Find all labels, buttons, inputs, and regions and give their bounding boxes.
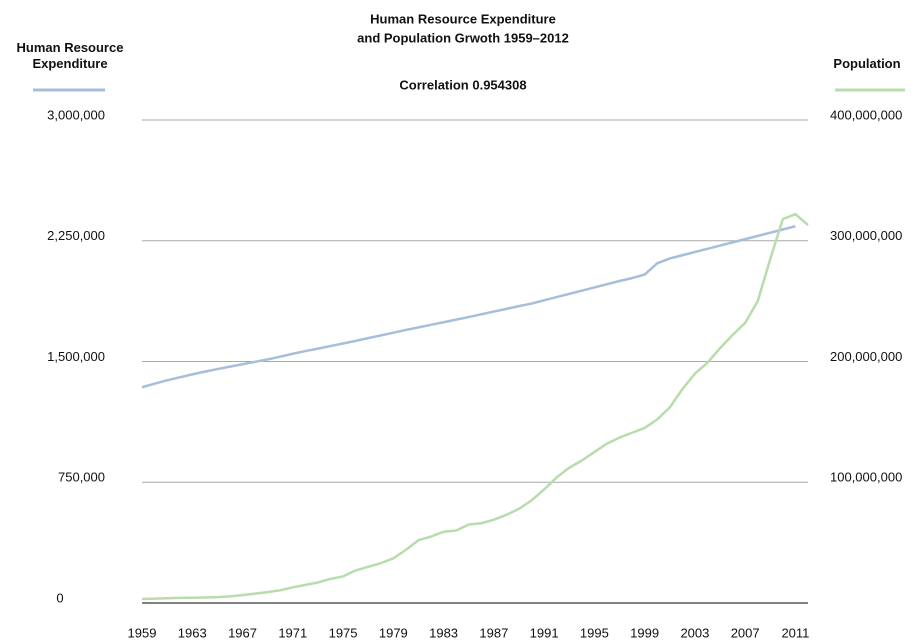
y-tick-label: 1,500,000: [47, 349, 105, 364]
y2-tick-label: 200,000,000: [830, 349, 902, 364]
y2-tick-label: 300,000,000: [830, 228, 902, 243]
x-tick-label: 1967: [228, 625, 257, 640]
series-line: [141, 225, 796, 389]
x-tick-label: 1991: [530, 625, 559, 640]
y-tick-label: 2,250,000: [47, 228, 105, 243]
series-line: [141, 212, 809, 601]
x-tick-label: 2011: [781, 625, 809, 640]
chart-title: and Population Grwoth 1959–2012: [357, 30, 569, 45]
y-tick-label: 750,000: [58, 470, 105, 485]
y-tick-label: 0: [56, 590, 63, 605]
x-tick-label: 1999: [630, 625, 659, 640]
chart-subtitle: Correlation 0.954308: [399, 77, 526, 92]
x-tick-label: 1971: [278, 625, 307, 640]
x-tick-label: 2003: [680, 625, 709, 640]
chart-title: Human Resource Expenditure: [370, 11, 556, 26]
x-tick-label: 1983: [429, 625, 458, 640]
x-tick-label: 1963: [178, 625, 207, 640]
y-tick-label: 3,000,000: [47, 107, 105, 122]
x-tick-label: 1995: [580, 625, 609, 640]
legend-label: Population: [833, 56, 901, 71]
x-tick-label: 1987: [479, 625, 508, 640]
x-tick-label: 1975: [329, 625, 358, 640]
y2-tick-label: 400,000,000: [830, 107, 902, 122]
x-tick-label: 1959: [128, 625, 157, 640]
y2-tick-label: 100,000,000: [830, 470, 902, 485]
x-tick-label: 2007: [731, 625, 760, 640]
x-tick-label: 1979: [379, 625, 408, 640]
legend-label: Human Resource Expenditure: [16, 40, 124, 71]
